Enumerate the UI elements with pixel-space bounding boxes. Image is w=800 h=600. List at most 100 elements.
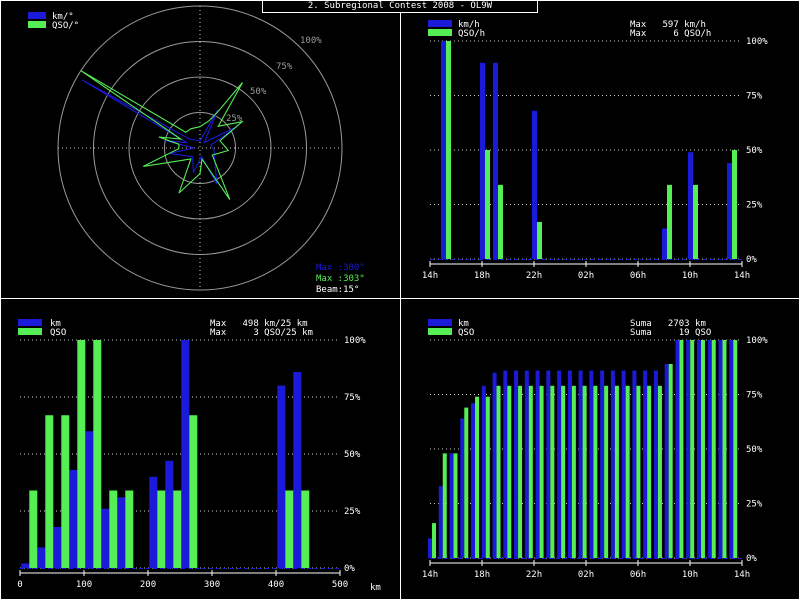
distance-x-tick-label: 500 xyxy=(332,580,348,590)
rate-x-tick-label: 02h xyxy=(578,271,594,281)
cumulative-bar-qso xyxy=(668,363,673,558)
cumulative-y-tick-label: 100% xyxy=(746,336,768,346)
cumulative-x-tick-label: 02h xyxy=(578,570,594,580)
rate-bar-km xyxy=(662,228,667,259)
cumulative-bar-km xyxy=(514,370,519,558)
cumulative-bar-km xyxy=(546,370,551,558)
cumulative-x-tick-label: 10h xyxy=(682,570,698,580)
rate-x-tick-label: 06h xyxy=(630,271,646,281)
rate-y-tick-label: 75% xyxy=(746,92,763,102)
cumulative-stat-sum-qso: Suma 19 QSO xyxy=(630,328,711,338)
distance-y-tick-label: 0% xyxy=(344,564,355,574)
cumulative-bar-km xyxy=(428,538,432,558)
cumulative-bar-qso xyxy=(582,385,587,558)
distance-x-tick-label: 400 xyxy=(268,580,284,590)
cumulative-bar-km xyxy=(567,370,572,558)
legend-swatch-km xyxy=(18,319,42,326)
distance-bar-km xyxy=(69,469,78,568)
legend-label-cum-km: km xyxy=(458,319,469,329)
distance-bar-qso xyxy=(189,415,198,568)
distance-y-tick-label: 75% xyxy=(344,393,361,403)
distance-bar-km xyxy=(277,385,286,568)
cumulative-bar-qso xyxy=(432,523,436,558)
cumulative-bar-km xyxy=(632,370,637,558)
rate-x-tick-label: 18h xyxy=(474,271,490,281)
rate-bar-qso xyxy=(537,221,542,259)
distance-y-tick-label: 50% xyxy=(344,450,361,460)
cumulative-bar-qso xyxy=(442,453,447,558)
distance-bar-qso xyxy=(29,490,38,568)
cumulative-x-tick-label: 14h xyxy=(422,570,438,580)
cumulative-bar-km xyxy=(449,453,454,558)
rate-x-tick-label: 10h xyxy=(682,271,698,281)
legend-label-km: km xyxy=(50,319,61,329)
rate-bar-km xyxy=(532,110,537,259)
rate-y-tick-label: 0% xyxy=(746,255,757,265)
rate-bar-km xyxy=(727,163,732,259)
cumulative-bar-qso xyxy=(453,453,458,558)
distance-x-tick-label: 100 xyxy=(76,580,92,590)
cumulative-bar-qso xyxy=(614,385,619,558)
cumulative-y-tick-label: 0% xyxy=(746,554,757,564)
cumulative-bar-km xyxy=(589,370,594,558)
legend-label-qso: QSO xyxy=(50,328,66,338)
cumulative-bar-km xyxy=(600,370,605,558)
cumulative-bar-km xyxy=(492,372,497,558)
legend-swatch-km-h xyxy=(428,20,452,27)
distance-bar-km xyxy=(37,547,46,568)
distance-bar-km xyxy=(53,526,62,568)
cumulative-bar-qso xyxy=(733,340,738,558)
cumulative-x-tick-label: 14h xyxy=(734,570,750,580)
cumulative-bar-qso xyxy=(593,385,598,558)
legend-swatch-qso-deg xyxy=(28,21,46,28)
cumulative-bar-km xyxy=(686,340,691,558)
ring-label-100: 100% xyxy=(300,36,322,46)
cumulative-y-tick-label: 50% xyxy=(746,445,763,455)
polar-series-qso xyxy=(80,70,245,200)
distance-legend: km QSO xyxy=(18,319,66,338)
cumulative-bar-qso xyxy=(475,396,480,558)
cumulative-bar-km xyxy=(718,340,723,558)
rate-x-tick-label: 14h xyxy=(734,271,750,281)
rate-bar-km xyxy=(480,62,485,259)
distance-bar-chart: 0% 25% 50% 75% 100% 0 100 200 300 400 500 xyxy=(17,336,366,590)
legend-label-km-deg: km/° xyxy=(52,12,74,22)
distance-x-tick-label: 0 xyxy=(17,580,22,590)
legend-label-qso-h: QSO/h xyxy=(458,29,485,39)
distance-bar-km xyxy=(21,563,30,568)
rate-bar-chart: 0% 25% 50% 75% 100% 14h 18h 22h 02h 06h 10h 14h xyxy=(422,37,768,281)
cumulative-bar-qso xyxy=(464,407,469,558)
distance-bar-qso xyxy=(109,490,118,568)
distance-x-tick-label: 200 xyxy=(140,580,156,590)
rate-bar-qso xyxy=(667,184,672,259)
cumulative-bar-qso xyxy=(507,385,512,558)
cumulative-x-tick-label: 06h xyxy=(630,570,646,580)
legend-swatch-qso-h xyxy=(428,29,452,36)
rate-x-tick-label: 14h xyxy=(422,271,438,281)
distance-bar-km xyxy=(165,460,174,568)
rate-y-tick-label: 50% xyxy=(746,146,763,156)
cumulative-bar-chart: 0% 25% 50% 75% 100% 14h 18h 22h 02h 06h 10h 14h xyxy=(422,336,768,580)
cumulative-bar-km xyxy=(664,363,669,558)
cumulative-bar-qso xyxy=(690,340,695,558)
distance-bar-km xyxy=(101,508,110,568)
cumulative-x-tick-label: 22h xyxy=(526,570,542,580)
cumulative-bar-qso xyxy=(485,396,490,558)
rate-bar-qso xyxy=(498,184,503,259)
cumulative-y-tick-label: 75% xyxy=(746,391,763,401)
cumulative-bar-qso xyxy=(496,385,501,558)
cumulative-legend: km QSO xyxy=(428,319,474,338)
cumulative-bar-km xyxy=(621,370,626,558)
cumulative-bar-qso xyxy=(647,385,652,558)
rate-x-tick-label: 22h xyxy=(526,271,542,281)
distance-bar-qso xyxy=(125,490,134,568)
legend-swatch-qso xyxy=(18,328,42,335)
ring-label-75: 75% xyxy=(276,62,293,72)
rate-stat-max-qso: Max 6 QSO/h xyxy=(630,29,711,39)
rate-stat-max-km: Max 597 km/h xyxy=(630,20,706,30)
polar-max-km-label: Max :300° xyxy=(316,263,365,273)
cumulative-bar-km xyxy=(438,486,443,558)
distance-bar-qso xyxy=(157,490,166,568)
cumulative-bar-km xyxy=(535,370,540,558)
rate-bar-qso xyxy=(485,150,490,259)
